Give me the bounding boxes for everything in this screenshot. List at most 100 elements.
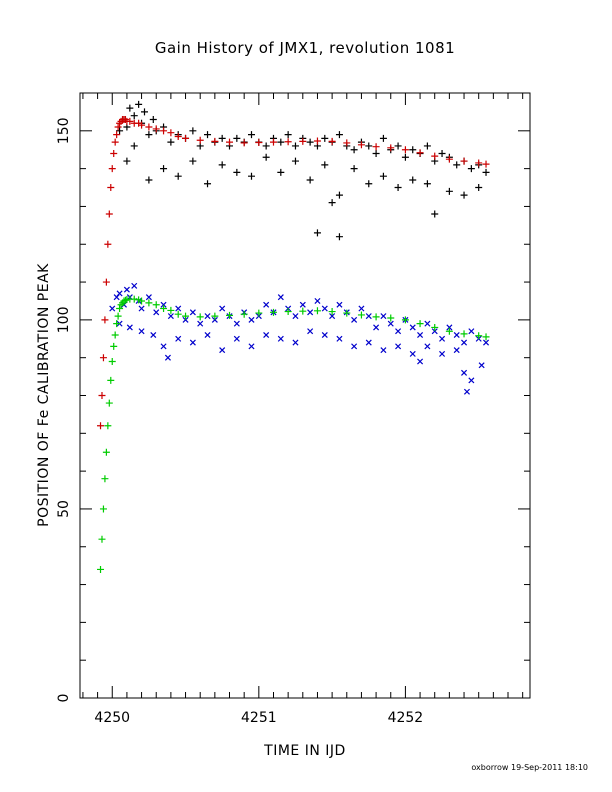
plus-point — [460, 157, 468, 165]
plus-point — [233, 168, 241, 176]
plus-point — [262, 142, 270, 150]
plus-point — [365, 142, 373, 150]
plus-point — [105, 399, 113, 407]
plus-point — [423, 180, 431, 188]
plus-point — [350, 165, 358, 173]
plus-point — [116, 305, 124, 313]
cross-point — [123, 286, 130, 293]
cross-point — [478, 362, 485, 369]
cross-point — [233, 335, 240, 342]
plus-point — [145, 176, 153, 184]
plus-point — [126, 117, 134, 125]
plus-point — [140, 108, 148, 116]
cross-point — [126, 324, 133, 331]
plot-frame — [79, 92, 531, 699]
cross-point — [321, 305, 328, 312]
series-markers — [123, 142, 483, 218]
plus-point — [313, 137, 321, 145]
series-markers — [97, 115, 490, 430]
plus-point — [372, 150, 380, 157]
cross-point — [395, 328, 402, 335]
plus-point — [299, 137, 307, 145]
plus-point — [467, 165, 475, 173]
plus-point — [475, 332, 483, 340]
plus-point — [387, 314, 395, 322]
plus-point — [401, 153, 409, 161]
plus-point — [204, 180, 212, 188]
plus-point — [102, 278, 110, 286]
plus-point — [394, 142, 402, 150]
plus-point — [114, 312, 122, 320]
plus-point — [138, 297, 146, 305]
plus-point — [98, 392, 106, 399]
cross-point — [314, 297, 321, 304]
plus-point — [99, 354, 107, 362]
plus-point — [135, 100, 143, 108]
series-markers — [97, 295, 490, 573]
plus-point — [226, 138, 234, 146]
plus-point — [138, 121, 146, 129]
plus-point — [284, 138, 292, 146]
cross-point — [248, 343, 255, 350]
plus-point — [211, 312, 219, 320]
data-series — [97, 100, 490, 573]
plus-point — [116, 127, 124, 135]
cross-point — [463, 388, 470, 395]
plus-point — [306, 138, 314, 146]
cross-point — [116, 290, 123, 297]
x-tick-label: 4250 — [94, 710, 130, 726]
plus-point — [97, 565, 105, 573]
plus-point — [445, 187, 453, 195]
plus-point — [401, 316, 409, 324]
plus-point — [111, 331, 119, 339]
cross-point — [189, 339, 196, 346]
plus-point — [174, 132, 182, 140]
axis-tick-labels: 4250 4251 4252 0 50 100 150 — [56, 117, 423, 726]
cross-point — [182, 316, 189, 323]
plus-point — [269, 138, 277, 146]
cross-point — [307, 309, 314, 316]
plus-point — [167, 138, 175, 146]
plus-point — [343, 139, 351, 147]
cross-point — [131, 282, 138, 289]
plus-point — [445, 155, 453, 163]
plus-point — [438, 150, 446, 157]
cross-point — [380, 313, 387, 320]
axis-ticks — [80, 92, 530, 699]
plus-point — [372, 143, 380, 151]
y-axis-title: POSITION OF Fe CALIBRATION PEAK — [36, 263, 52, 527]
plus-point — [145, 299, 153, 307]
plus-point — [475, 184, 483, 192]
plus-point — [277, 138, 285, 146]
plus-point — [350, 146, 358, 154]
plus-point — [160, 165, 168, 173]
plus-point — [182, 134, 190, 142]
cross-point — [292, 339, 299, 346]
plus-point — [379, 134, 387, 142]
plus-point — [240, 139, 248, 147]
plus-point — [313, 307, 321, 315]
plus-point — [431, 152, 439, 160]
plus-point — [255, 139, 263, 147]
cross-point — [175, 335, 182, 342]
plus-point — [247, 172, 255, 180]
cross-point — [307, 328, 314, 335]
cross-point — [329, 313, 336, 320]
cross-point — [219, 305, 226, 312]
cross-point — [113, 294, 120, 301]
cross-point — [468, 328, 475, 335]
plus-point — [372, 313, 380, 321]
plus-point — [105, 210, 113, 218]
cross-point — [351, 316, 358, 323]
plus-point — [247, 131, 255, 139]
plus-point — [167, 306, 175, 314]
plus-point — [475, 159, 483, 167]
plus-point — [482, 333, 490, 341]
plus-point — [130, 142, 138, 150]
plus-point — [108, 165, 116, 173]
y-tick-label: 100 — [56, 307, 72, 334]
plus-point — [160, 305, 168, 313]
plus-point — [313, 229, 321, 237]
plus-point — [409, 146, 417, 154]
